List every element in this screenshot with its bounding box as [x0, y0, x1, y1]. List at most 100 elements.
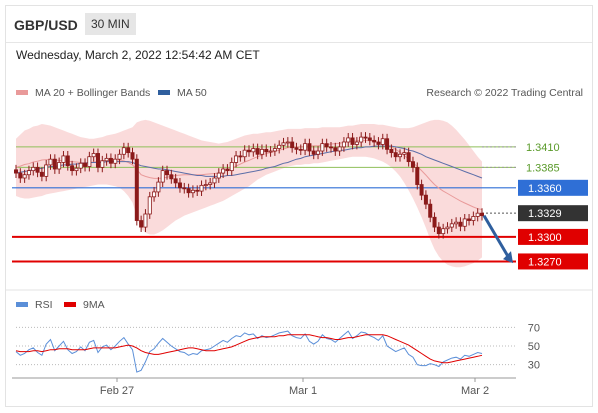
candle-body	[272, 148, 277, 152]
candle-body	[139, 220, 144, 228]
chart-frame: GBP/USD 30 MIN Wednesday, March 2, 2022 …	[5, 5, 593, 407]
candle-body	[35, 166, 40, 173]
level-badge-1.3270	[518, 253, 588, 270]
candle-body	[52, 158, 57, 170]
level-badge-1.3300	[518, 228, 588, 245]
legend-ma20: MA 20 + Bollinger Bands	[35, 87, 150, 99]
level-label-1.3410: 1.3410	[526, 142, 560, 154]
price-levels	[12, 146, 516, 263]
candle-body	[199, 184, 204, 192]
candle-body	[169, 174, 174, 180]
candle-body	[380, 138, 385, 145]
candle-body	[65, 155, 70, 167]
candle-body	[182, 187, 187, 190]
rsi-panel: 70 50 30	[15, 322, 540, 373]
candle-body	[70, 165, 75, 172]
candle-body	[475, 212, 480, 217]
candle-body	[372, 139, 377, 143]
candle-body	[242, 149, 247, 158]
candle-body	[441, 228, 446, 235]
candle-body	[91, 153, 96, 158]
candle-body	[143, 213, 148, 228]
candle-body	[229, 162, 234, 172]
candle-body	[259, 148, 264, 155]
currency-pair: GBP/USD	[14, 17, 78, 33]
candle-body	[173, 178, 178, 184]
candle-body	[341, 141, 346, 148]
ma9-legend-swatch	[64, 302, 76, 307]
candle-body	[121, 147, 126, 155]
candle-body	[367, 137, 372, 141]
candle-body	[255, 148, 260, 155]
legend-ma9: 9MA	[83, 299, 105, 311]
rsi-tick-label: 30	[528, 360, 540, 372]
bollinger-bands	[16, 119, 482, 268]
time-tick-label: Mar 1	[289, 385, 317, 397]
candle-body	[100, 160, 105, 168]
candle-body	[445, 226, 450, 230]
candle-body	[320, 143, 325, 152]
candle-body	[462, 218, 467, 227]
candle-body	[18, 172, 23, 179]
rsi-tick-label: 50	[528, 341, 540, 353]
chart-header: GBP/USD 30 MIN	[6, 6, 592, 43]
main-legend: MA 20 + Bollinger Bands MA 50 Research ©…	[16, 87, 583, 99]
candle-body	[350, 137, 355, 145]
rsi-legend-swatch	[16, 302, 28, 307]
candle-body	[354, 141, 359, 145]
candle-body	[186, 188, 191, 194]
rsi-legend: RSI 9MA	[16, 299, 105, 311]
candle-body	[311, 150, 316, 155]
candle-body	[13, 169, 18, 174]
candle-body	[208, 182, 213, 185]
candle-body	[402, 152, 407, 155]
candle-body	[298, 148, 303, 151]
candle-body	[195, 189, 200, 192]
level-label-1.3300: 1.3300	[528, 232, 562, 244]
candle-body	[346, 137, 351, 143]
candle-body	[264, 148, 269, 153]
candle-body	[359, 136, 364, 143]
candle-body	[436, 226, 441, 235]
timestamp: Wednesday, March 2, 2022 12:54:42 AM CET	[16, 48, 260, 62]
candle-body	[303, 143, 308, 151]
bollinger-band-area	[16, 119, 482, 268]
level-label-1.3385: 1.3385	[526, 162, 560, 174]
candle-body	[328, 146, 333, 149]
candle-body	[216, 172, 221, 179]
candlesticks	[13, 132, 484, 239]
candle-body	[294, 147, 299, 150]
candle-body	[83, 162, 88, 167]
candle-body	[126, 147, 131, 154]
candle-body	[398, 153, 403, 158]
candle-body	[410, 161, 415, 168]
candle-body	[290, 141, 295, 149]
candle-body	[277, 144, 282, 149]
candle-body	[479, 212, 484, 217]
candle-body	[415, 166, 420, 185]
current-price-badge	[518, 205, 588, 222]
candle-body	[61, 155, 66, 163]
candle-body	[316, 150, 321, 155]
candle-body	[406, 152, 411, 163]
candle-body	[95, 153, 100, 168]
rsi-tick-label: 70	[528, 322, 540, 334]
candle-body	[31, 166, 36, 172]
candle-body	[177, 182, 182, 189]
candle-body	[458, 221, 463, 227]
candle-body	[333, 147, 338, 152]
candle-body	[238, 155, 243, 158]
candle-body	[234, 155, 239, 163]
rsi-line	[15, 330, 483, 373]
candle-body	[428, 203, 433, 218]
time-axis: Feb 27 Mar 1 Mar 2	[12, 377, 516, 397]
interval-badge[interactable]: 30 MIN	[85, 13, 136, 35]
forecast-arrowhead	[503, 251, 513, 264]
time-tick-label: Mar 2	[461, 385, 489, 397]
candle-body	[117, 153, 122, 160]
candle-body	[130, 152, 135, 160]
legend-rsi: RSI	[35, 299, 53, 311]
candle-body	[190, 189, 195, 194]
candle-body	[432, 216, 437, 228]
candle-body	[203, 184, 208, 186]
